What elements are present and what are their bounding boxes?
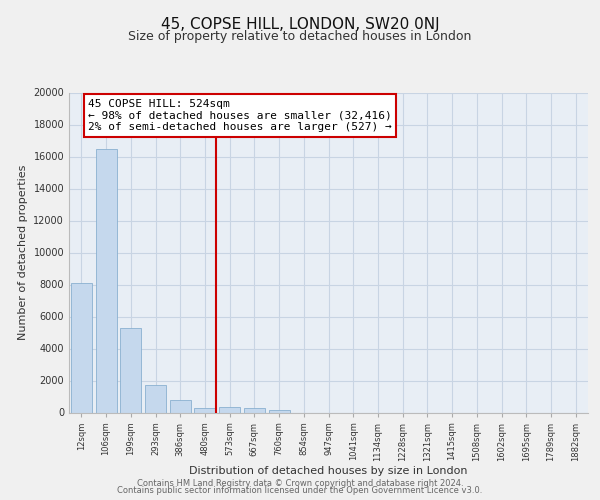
Text: Contains HM Land Registry data © Crown copyright and database right 2024.: Contains HM Land Registry data © Crown c… (137, 478, 463, 488)
Bar (95, 148, 116, 412)
Text: Size of property relative to detached houses in London: Size of property relative to detached ho… (128, 30, 472, 43)
Text: 45, COPSE HILL, LONDON, SW20 0NJ: 45, COPSE HILL, LONDON, SW20 0NJ (161, 18, 439, 32)
Text: Contains public sector information licensed under the Open Government Licence v3: Contains public sector information licen… (118, 486, 482, 495)
Bar (145, 384, 166, 412)
Bar (219, 407, 240, 412)
Bar (71, 283, 92, 412)
Bar (244, 408, 265, 412)
Bar (194, 408, 215, 412)
Text: 45 COPSE HILL: 524sqm
← 98% of detached houses are smaller (32,416)
2% of semi-d: 45 COPSE HILL: 524sqm ← 98% of detached … (88, 99, 392, 132)
Y-axis label: Number of detached properties: Number of detached properties (18, 165, 28, 340)
X-axis label: Distribution of detached houses by size in London: Distribution of detached houses by size … (189, 466, 468, 476)
Bar (120, 328, 141, 412)
Bar (269, 410, 290, 412)
Bar (170, 400, 191, 412)
